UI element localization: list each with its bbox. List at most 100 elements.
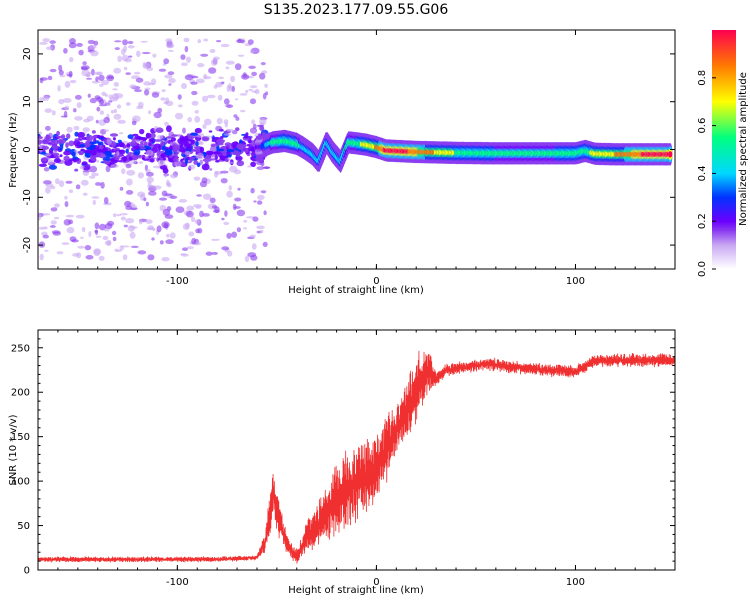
heatmap-cell xyxy=(260,62,266,66)
heatmap-cell xyxy=(209,168,213,171)
heatmap-cell xyxy=(44,108,53,113)
heatmap-cell xyxy=(106,138,112,145)
heatmap-cell xyxy=(210,59,218,66)
heatmap-cell xyxy=(186,210,194,218)
heatmap-cell xyxy=(156,151,160,158)
heatmap-cell xyxy=(106,74,115,82)
heatmap-cell xyxy=(117,119,126,124)
heatmap-cell xyxy=(244,255,250,262)
heatmap-cell xyxy=(165,38,173,43)
heatmap-cell xyxy=(196,162,201,168)
heatmap-cell xyxy=(246,216,255,219)
heatmap-cell xyxy=(220,178,228,184)
heatmap-cell xyxy=(39,253,44,261)
heatmap-cell xyxy=(155,127,164,133)
heatmap-cell xyxy=(188,164,196,170)
heatmap-cell xyxy=(194,115,201,123)
colorbar-tick-label: 0.2 xyxy=(697,213,708,229)
heatmap-cell xyxy=(235,98,239,101)
heatmap-cell xyxy=(239,93,248,96)
heatmap-cell xyxy=(38,213,42,221)
heatmap-cell xyxy=(243,144,247,148)
heatmap-cell xyxy=(89,175,96,179)
snr-y-tick-label: 50 xyxy=(17,521,30,532)
heatmap-cell xyxy=(87,39,95,45)
heatmap-cell xyxy=(134,89,142,93)
heatmap-cell xyxy=(259,122,265,125)
heatmap-cell xyxy=(50,185,56,190)
heatmap-cell xyxy=(211,251,218,255)
heatmap-cell xyxy=(113,108,118,114)
heatmap-cell xyxy=(224,98,230,105)
heatmap-cell xyxy=(177,104,183,108)
heatmap-cell xyxy=(86,134,94,142)
heatmap-cell xyxy=(71,151,76,158)
heatmap-cell xyxy=(157,135,164,140)
heatmap-cell xyxy=(90,144,96,149)
heatmap-cell xyxy=(152,228,156,232)
heatmap-cell xyxy=(130,245,139,248)
heatmap-cell xyxy=(235,127,240,131)
heatmap-cell xyxy=(221,246,230,251)
heatmap-cell xyxy=(215,159,220,163)
heatmap-cell xyxy=(181,62,188,67)
heatmap-cell xyxy=(103,197,109,204)
heatmap-cell xyxy=(259,72,266,80)
heatmap-cell xyxy=(38,131,43,135)
heatmap-cell xyxy=(188,231,195,237)
heatmap-cell xyxy=(145,132,152,139)
heatmap-cell xyxy=(93,71,102,75)
heatmap-cell xyxy=(145,171,154,177)
heatmap-cell xyxy=(265,91,269,96)
heatmap-cell xyxy=(212,56,220,61)
heatmap-cell xyxy=(139,219,143,225)
heatmap-cell xyxy=(234,63,242,71)
heatmap-cell xyxy=(87,93,91,98)
heatmap-cell xyxy=(95,140,100,144)
heatmap-cell xyxy=(224,122,228,128)
heatmap-cell xyxy=(119,186,124,191)
heatmap-cell xyxy=(259,125,265,131)
heatmap-cell xyxy=(123,224,128,228)
heatmap-cell xyxy=(180,143,184,150)
heatmap-cell xyxy=(196,152,205,160)
heatmap-cell xyxy=(249,50,254,54)
heatmap-cell xyxy=(211,238,220,241)
heatmap-cell xyxy=(100,181,105,189)
heatmap-cell xyxy=(125,205,133,210)
heatmap-cell xyxy=(184,150,191,156)
heatmap-cell xyxy=(63,155,70,162)
heatmap-cell xyxy=(64,195,68,200)
heatmap-cell xyxy=(125,102,131,106)
heatmap-cell xyxy=(57,138,67,144)
heatmap-cell xyxy=(177,94,182,100)
heatmap-cell xyxy=(128,55,133,58)
heatmap-cell xyxy=(63,110,68,118)
snr-x-tick-label: -100 xyxy=(166,577,189,588)
heatmap-cell xyxy=(108,100,113,103)
snr-y-tick-label: 0 xyxy=(24,566,30,577)
heatmap-cell xyxy=(42,234,49,239)
heatmap-cell xyxy=(72,156,79,160)
heatmap-cell xyxy=(161,89,166,93)
heatmap-cell xyxy=(63,47,68,54)
heatmap-cell xyxy=(113,82,120,87)
heatmap-cell xyxy=(39,77,44,84)
heatmap-cell xyxy=(183,37,190,43)
heatmap-cell xyxy=(213,209,220,213)
heatmap-cell xyxy=(236,39,245,44)
heatmap-cell xyxy=(216,117,223,125)
heatmap-cell xyxy=(153,111,162,119)
heatmap-cell xyxy=(143,197,147,202)
heatmap-cell xyxy=(114,93,124,99)
heatmap-cell xyxy=(193,204,202,208)
heatmap-cell xyxy=(231,85,235,92)
heatmap-cell xyxy=(101,79,109,86)
heatmap-cell xyxy=(227,250,233,257)
heatmap-cell xyxy=(215,125,223,132)
heatmap-cell xyxy=(39,41,48,45)
heatmap-cell xyxy=(201,95,209,103)
heatmap-cell xyxy=(77,245,85,249)
heatmap-cell xyxy=(125,190,134,195)
heatmap-cell xyxy=(202,193,212,200)
